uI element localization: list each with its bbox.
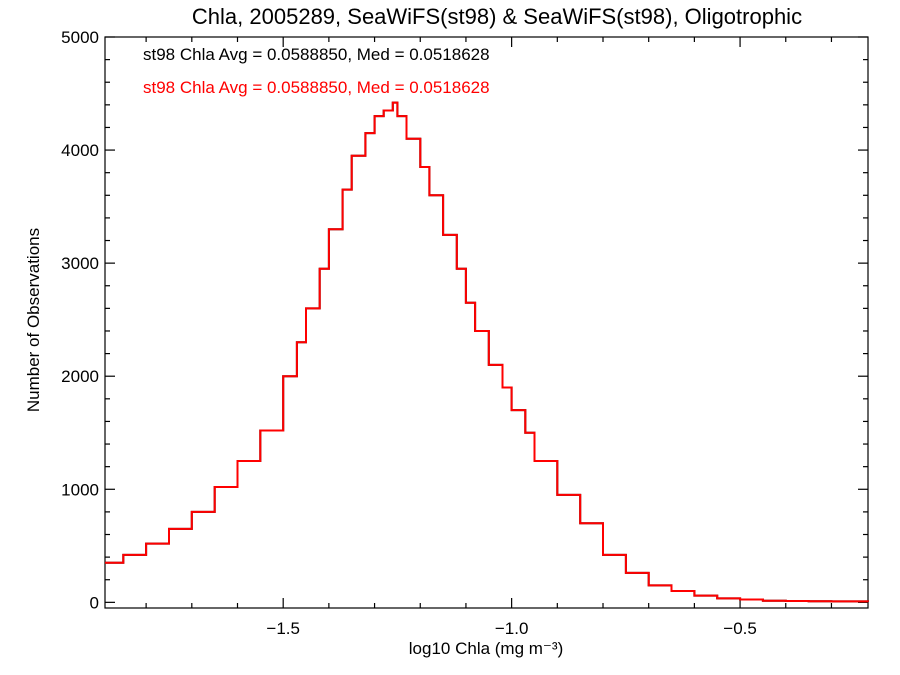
x-tick-label: −1.0 — [495, 619, 529, 638]
chart-title: Chla, 2005289, SeaWiFS(st98) & SeaWiFS(s… — [192, 4, 802, 29]
annotation-black: st98 Chla Avg = 0.0588850, Med = 0.05186… — [143, 45, 490, 64]
x-tick-label: −1.5 — [266, 619, 300, 638]
histogram-series-black — [105, 101, 869, 603]
histogram-series-red — [105, 101, 869, 603]
y-tick-label: 3000 — [61, 254, 99, 273]
x-tick-label: −0.5 — [723, 619, 757, 638]
y-tick-label: 5000 — [61, 28, 99, 47]
x-axis-label: log10 Chla (mg m⁻³) — [409, 639, 563, 658]
plot-frame — [104, 36, 869, 609]
y-tick-label: 2000 — [61, 367, 99, 386]
annotation-red: st98 Chla Avg = 0.0588850, Med = 0.05186… — [143, 78, 490, 97]
y-tick-label: 0 — [90, 593, 99, 612]
y-axis-label: Number of Observations — [24, 228, 43, 412]
y-tick-label: 1000 — [61, 480, 99, 499]
y-tick-label: 4000 — [61, 141, 99, 160]
